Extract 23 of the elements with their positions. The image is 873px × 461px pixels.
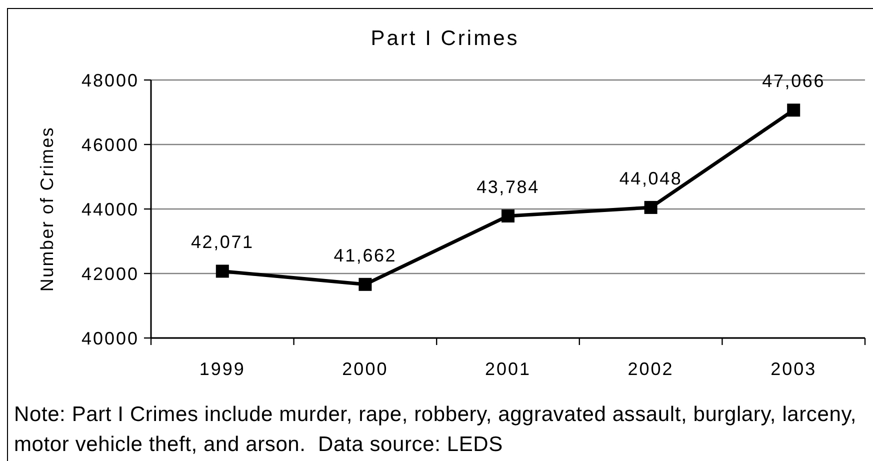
y-tick-label: 42000: [81, 264, 139, 284]
data-label: 43,784: [476, 176, 540, 197]
x-tick-label: 2003: [770, 359, 817, 379]
point: [644, 200, 658, 214]
point: [787, 104, 800, 117]
chart-title: Part I Crimes: [370, 26, 520, 52]
x-tick-label: 2000: [342, 359, 388, 379]
y-tick-label: 46000: [81, 134, 139, 155]
data-label: 42,071: [190, 232, 254, 252]
x-tick-label: 2002: [628, 359, 674, 379]
point: [216, 264, 229, 278]
y-tick-label: 44000: [81, 199, 139, 220]
y-tick-label: 48000: [81, 70, 139, 90]
y-axis-title: Number of Crimes: [37, 126, 57, 292]
data-label: 44,048: [619, 168, 682, 188]
data-label: 41,662: [334, 245, 397, 266]
point: [502, 209, 514, 222]
point: [358, 278, 372, 291]
data-label: 47,066: [762, 71, 826, 92]
text: Note: Part I Crimes include murder, rape, robbery, aggravated assault, burglary, larceny, motor vehicle theft, and arson. Data source: LEDS: [14, 402, 858, 458]
x-tick-label: 1999: [199, 359, 246, 379]
y-tick-label: 40000: [81, 328, 139, 348]
x-tick-label: 2001: [484, 359, 532, 379]
